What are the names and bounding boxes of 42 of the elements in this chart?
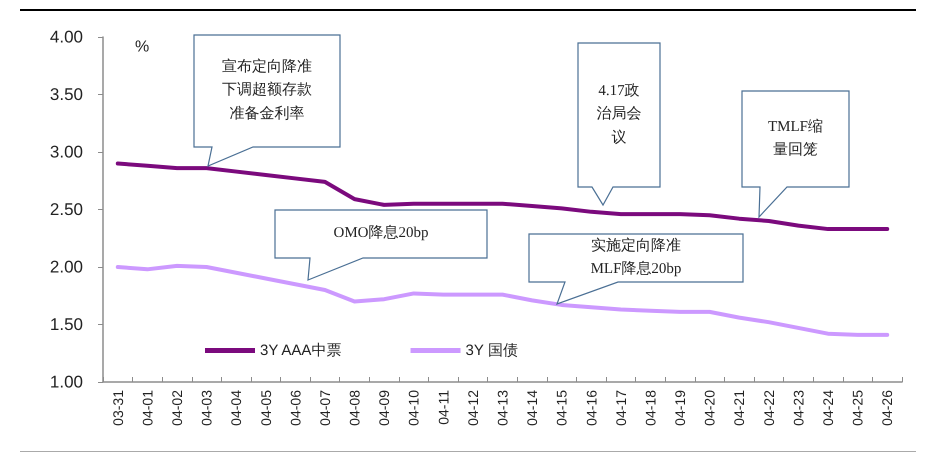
x-tick-label: 04-06 [287, 390, 304, 426]
annotation: 实施定向降准MLF降息20bp [590, 236, 682, 279]
x-tick-label: 04-12 [464, 390, 481, 426]
x-tick-label: 04-13 [494, 390, 510, 426]
x-tick-label: 04-11 [435, 390, 452, 425]
x-tick-label: 04-24 [820, 390, 836, 426]
x-tick-label: 04-23 [790, 390, 806, 426]
annotation: 宣布定向降准下调超额存款准备金利率 [221, 57, 313, 124]
x-tick-label: 04-19 [672, 390, 688, 426]
y-tick-label: 3.00 [50, 142, 83, 162]
x-tick-label: 04-26 [879, 390, 896, 426]
y-tick-label: 1.50 [50, 315, 83, 334]
x-tick-label: 04-20 [702, 390, 718, 426]
x-tick-label: 04-10 [406, 390, 422, 426]
annotation: TMLF缩量回笼 [766, 118, 824, 160]
x-tick-label: 04-03 [198, 390, 215, 426]
x-tick-label: 04-22 [760, 390, 777, 426]
y-tick-label: 4.00 [50, 28, 83, 46]
x-tick-label: 04-09 [376, 390, 392, 426]
legend-label: 3Y 国债 [466, 342, 518, 359]
annotation: OMO降息20bp [332, 224, 430, 244]
x-tick-label: 04-18 [642, 390, 658, 426]
y-tick-label: 2.00 [50, 258, 83, 276]
y-tick-label: 1.00 [50, 372, 83, 392]
x-tick-label: 04-05 [258, 390, 274, 426]
x-tick-label: 04-07 [316, 390, 333, 426]
x-tick-label: 04-01 [139, 390, 156, 426]
annotation: 4.17政治局会议 [596, 82, 642, 148]
x-tick-label: 04-21 [731, 390, 748, 426]
legend-label: 3Y AAA中票 [260, 342, 342, 359]
y-tick-label: 2.50 [50, 200, 83, 219]
y-axis-title: % [135, 38, 150, 56]
x-tick-label: 04-17 [612, 390, 629, 426]
x-tick-label: 04-02 [168, 390, 185, 426]
x-tick-label: 04-14 [524, 390, 540, 426]
x-tick-label: 04-15 [554, 390, 570, 426]
x-tick-label: 03-31 [110, 390, 126, 426]
x-tick-label: 04-08 [346, 390, 363, 426]
x-tick-label: 04-04 [228, 390, 244, 426]
x-tick-label: 04-25 [850, 390, 866, 426]
y-tick-label: 3.50 [50, 85, 83, 104]
x-tick-label: 04-16 [583, 390, 600, 426]
